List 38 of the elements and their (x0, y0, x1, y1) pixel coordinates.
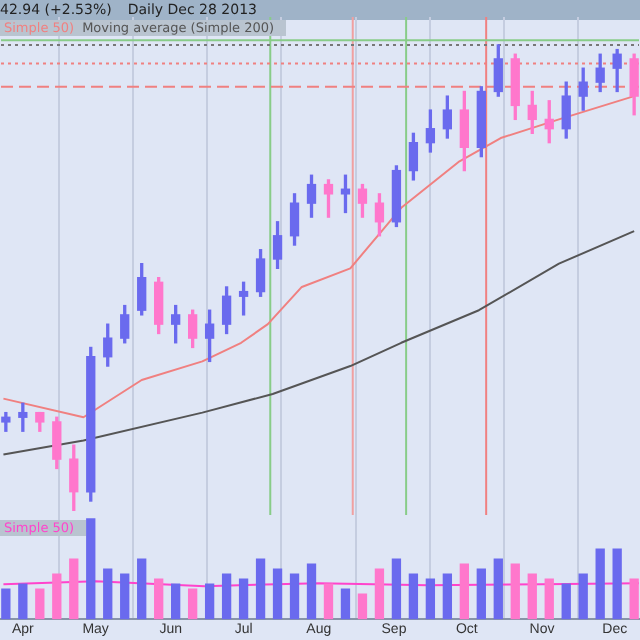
bar (408, 573, 419, 620)
bar (69, 558, 79, 620)
bar (442, 573, 453, 620)
bar (357, 593, 368, 620)
bar (35, 588, 45, 620)
bar (52, 573, 62, 620)
bar (612, 548, 622, 620)
bar (340, 588, 351, 620)
bar (493, 558, 503, 620)
bar (323, 583, 334, 620)
bar (544, 578, 554, 620)
bar (187, 588, 198, 620)
bar (86, 518, 96, 620)
bar (204, 583, 215, 620)
bar (255, 558, 266, 620)
bar (120, 573, 130, 620)
bar (374, 568, 385, 620)
bar (154, 578, 164, 620)
bar (1, 588, 11, 620)
bar (425, 578, 436, 620)
bar (306, 563, 317, 620)
bar (459, 563, 469, 620)
bar (137, 558, 147, 620)
bar (289, 573, 300, 620)
bar (391, 558, 402, 620)
bar (221, 573, 232, 620)
bar (561, 583, 571, 620)
bar (18, 583, 28, 620)
bar (629, 578, 639, 620)
bar (238, 578, 249, 620)
bar (103, 568, 113, 620)
bar (510, 563, 520, 620)
bar (272, 568, 283, 620)
bar (595, 548, 605, 620)
bar (476, 568, 486, 620)
bar (171, 583, 181, 620)
bar (578, 573, 588, 620)
bar (527, 573, 537, 620)
